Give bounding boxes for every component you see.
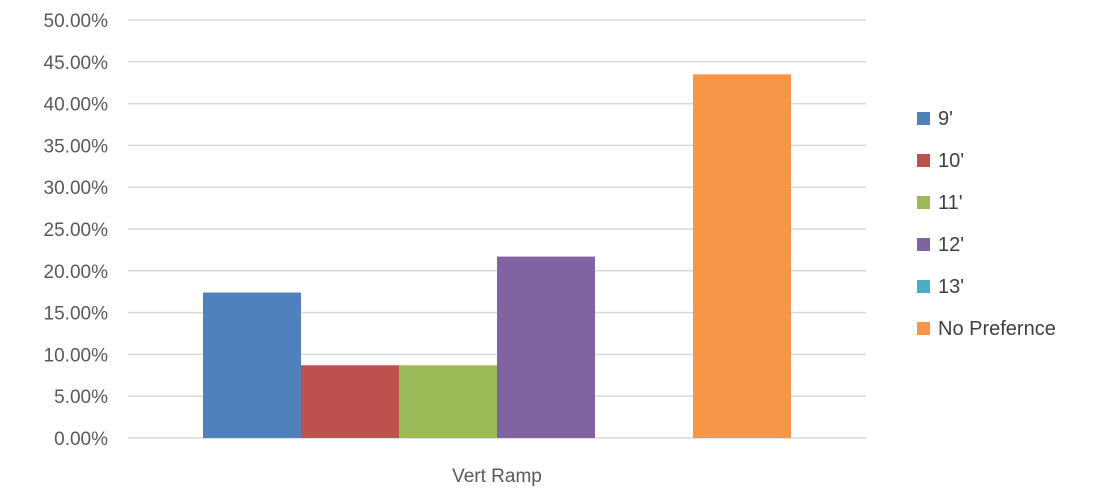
y-tick-label: 15.00% (44, 304, 109, 325)
bar-3 (399, 365, 497, 438)
legend-swatch (917, 154, 930, 167)
bar-2 (301, 365, 399, 438)
bar-4 (497, 256, 595, 438)
y-tick-label: 40.00% (44, 95, 109, 116)
legend-label: 9' (938, 108, 953, 130)
legend-label: 13' (938, 276, 964, 298)
x-axis: Vert Ramp (452, 466, 542, 487)
y-tick-label: 45.00% (44, 53, 109, 74)
y-tick-label: 0.00% (54, 429, 108, 450)
y-axis-tick-labels: 0.00% 5.00% 10.00% 15.00% 20.00% 25.00% 30.00%… (44, 11, 109, 450)
legend: 9' 10' 11' 12' 13' No Prefernce (917, 108, 1056, 340)
y-tick-label: 35.00% (44, 136, 109, 157)
y-tick-label: 5.00% (54, 387, 108, 408)
bars (203, 74, 791, 438)
legend-label: 12' (938, 234, 964, 256)
legend-swatch (917, 112, 930, 125)
y-tick-label: 20.00% (44, 262, 109, 283)
y-tick-label: 25.00% (44, 220, 109, 241)
bar-6 (693, 74, 791, 438)
legend-label: 10' (938, 150, 964, 172)
legend-swatch (917, 238, 930, 251)
y-tick-label: 30.00% (44, 178, 109, 199)
x-category-label: Vert Ramp (452, 466, 542, 487)
legend-swatch (917, 322, 930, 335)
y-tick-label: 10.00% (44, 345, 109, 366)
bar-1 (203, 292, 301, 438)
legend-swatch (917, 280, 930, 293)
legend-swatch (917, 196, 930, 209)
legend-label: 11' (938, 192, 963, 214)
y-tick-label: 50.00% (44, 11, 109, 32)
legend-label: No Prefernce (938, 318, 1056, 340)
